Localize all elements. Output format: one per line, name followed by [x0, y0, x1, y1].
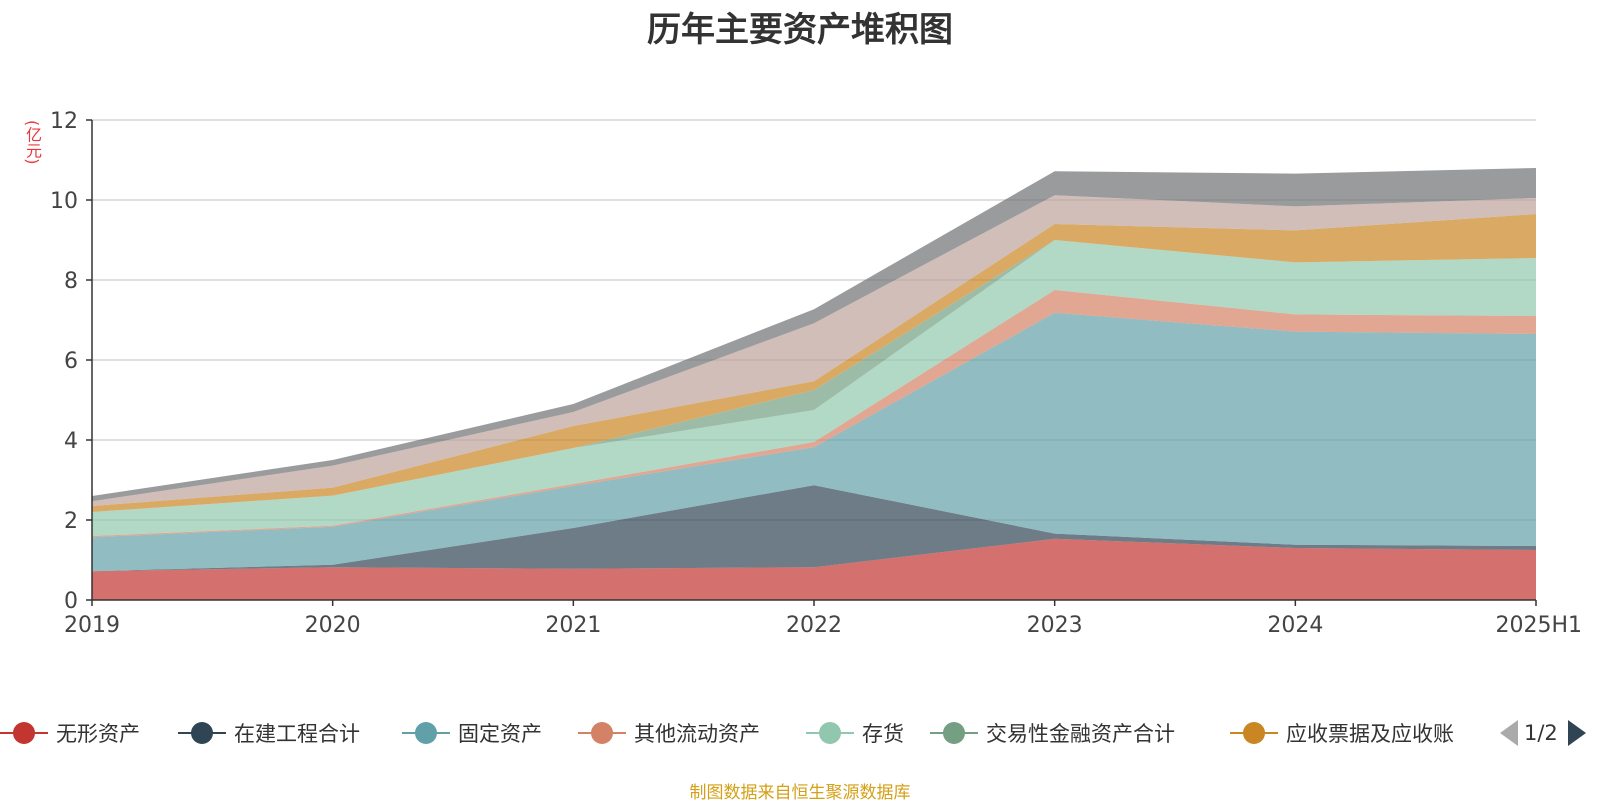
- x-tick-label: 2022: [786, 613, 842, 638]
- y-tick-label: 0: [64, 589, 78, 614]
- legend-marker-icon: [1230, 721, 1278, 745]
- legend-item[interactable]: 交易性金融资产合计: [930, 718, 1175, 748]
- legend-pager: 1/2: [1500, 718, 1586, 748]
- y-tick-label: 12: [50, 109, 78, 134]
- stacked-area-chart: 0 2 4 6 8 10 12 2019 2020 2021 2022 2023 2024 2025H1: [50, 109, 1582, 638]
- legend-item[interactable]: 无形资产: [0, 718, 140, 748]
- x-tick-label: 2023: [1027, 613, 1083, 638]
- y-axis-unit: (亿元): [23, 120, 42, 165]
- legend-marker-icon: [578, 721, 626, 745]
- legend-marker-icon: [178, 721, 226, 745]
- legend-prev-page-icon[interactable]: [1500, 720, 1518, 746]
- legend-label: 交易性金融资产合计: [986, 722, 1175, 746]
- legend-item[interactable]: 存货: [806, 718, 904, 748]
- legend-label: 固定资产: [458, 722, 542, 746]
- x-tick-label: 2024: [1267, 613, 1323, 638]
- legend-next-page-icon[interactable]: [1567, 720, 1586, 746]
- legend-label: 应收票据及应收账: [1286, 722, 1454, 746]
- area-series-unlabeled: [92, 195, 1536, 506]
- area-series: [92, 168, 1536, 600]
- x-tick-label: 2021: [545, 613, 601, 638]
- chart-title: 历年主要资产堆积图: [647, 10, 953, 50]
- area-series-固定资产: [92, 312, 1536, 572]
- y-tick-label: 10: [50, 189, 78, 214]
- area-series-应收票据及应收账: [92, 214, 1536, 512]
- y-tick-label: 6: [64, 349, 78, 374]
- area-series-unlabeled: [92, 168, 1536, 502]
- y-tick-label: 8: [64, 269, 78, 294]
- legend-marker-icon: [806, 721, 854, 745]
- x-tick-label: 2025H1: [1495, 613, 1582, 638]
- legend-item[interactable]: 固定资产: [402, 718, 542, 748]
- legend-item[interactable]: 其他流动资产: [578, 718, 760, 748]
- data-source-note: 制图数据来自恒生聚源数据库: [689, 783, 911, 803]
- legend-item[interactable]: 在建工程合计: [178, 718, 360, 748]
- axes: 0 2 4 6 8 10 12 2019 2020 2021 2022 2023 2024 2025H1: [50, 109, 1582, 638]
- area-series-无形资产: [92, 538, 1536, 600]
- legend-marker-icon: [402, 721, 450, 745]
- legend-item[interactable]: 应收票据及应收账: [1230, 718, 1454, 748]
- x-tick-label: 2019: [64, 613, 120, 638]
- y-tick-label: 2: [64, 509, 78, 534]
- legend-label: 在建工程合计: [234, 722, 360, 746]
- legend-label: 无形资产: [56, 722, 140, 746]
- legend-label: 存货: [862, 722, 904, 746]
- chart-legend: 无形资产 在建工程合计 固定资产 其他流动资产 存货 交易性金融资产合计 应收票据及应收账: [0, 718, 1600, 748]
- y-tick-label: 4: [64, 429, 78, 454]
- area-series-存货: [92, 240, 1536, 536]
- legend-marker-icon: [930, 721, 978, 745]
- legend-page-indicator: 1/2: [1524, 721, 1558, 745]
- legend-label: 其他流动资产: [634, 722, 760, 746]
- x-tick-label: 2020: [305, 613, 361, 638]
- legend-marker-icon: [0, 721, 48, 745]
- area-series-在建工程合计: [92, 485, 1536, 572]
